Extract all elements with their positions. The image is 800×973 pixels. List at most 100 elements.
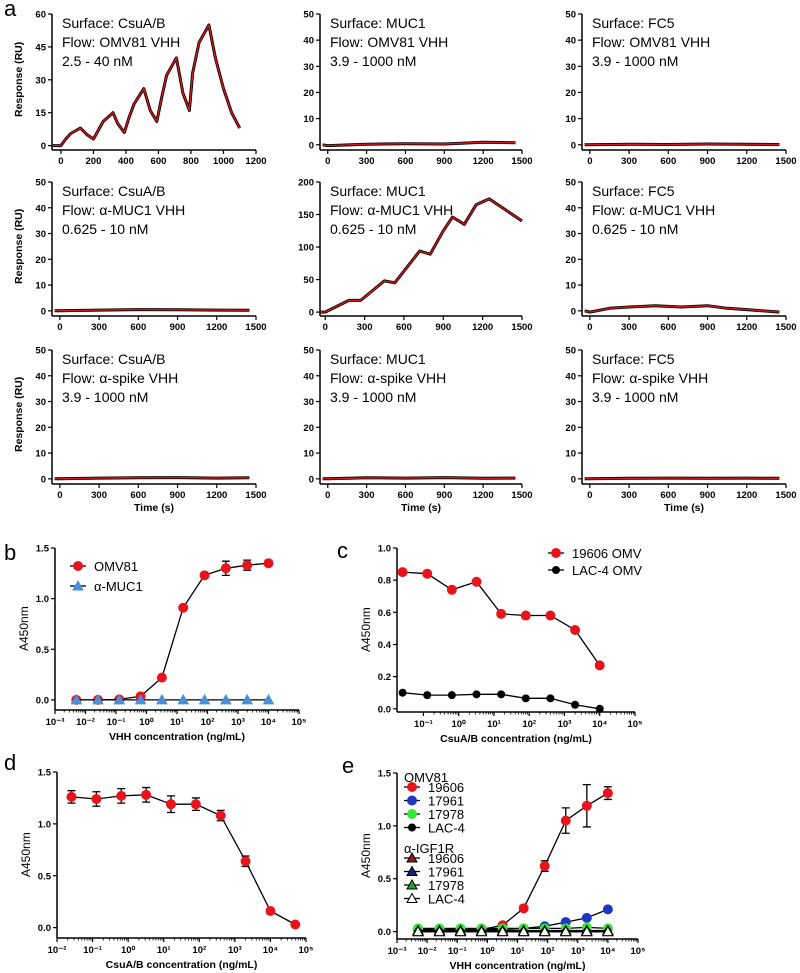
y-tick-label: 10	[303, 449, 314, 460]
x-tick-label: 600	[396, 322, 412, 333]
legend-group-title: α-IGF1R	[404, 841, 454, 856]
x-tick-label: 1500	[511, 156, 532, 167]
x-tick-label: 10⁻¹	[107, 717, 126, 728]
x-tick-label: 10⁻²	[418, 946, 437, 957]
y-tick-label: 0	[571, 306, 576, 317]
x-tick-label: 10⁻³	[388, 946, 407, 957]
data-point	[220, 563, 231, 574]
x-tick-label: 1500	[775, 156, 796, 167]
y-tick-label: 0.5	[378, 874, 392, 885]
x-tick-label: 10⁴	[261, 717, 277, 728]
data-point	[156, 672, 167, 683]
data-point	[240, 856, 251, 867]
y-axis-label: A450nm	[359, 833, 373, 878]
y-tick-label: 0.5	[38, 871, 52, 882]
legend-marker	[407, 782, 417, 792]
y-tick-label: 0.0	[378, 704, 391, 715]
data-point	[92, 693, 104, 705]
data-point	[446, 584, 457, 595]
data-point	[595, 704, 604, 713]
x-tick-label: 10⁻¹	[83, 945, 102, 956]
data-point	[594, 660, 605, 671]
x-tick-label: 600	[398, 156, 414, 167]
data-point	[242, 560, 253, 571]
x-tick-label: 900	[436, 490, 452, 501]
data-point	[581, 800, 592, 811]
x-tick-label: 1500	[245, 322, 266, 333]
data-point	[177, 693, 190, 705]
data-point	[538, 925, 551, 937]
surface-flow-annotation: Surface: CsuA/B	[62, 183, 166, 199]
y-tick-label: 40	[303, 36, 314, 47]
x-tick-label: 0	[587, 156, 592, 167]
legend-marker	[408, 823, 416, 832]
x-axis-label: Time (s)	[401, 502, 441, 514]
x-tick-label: 10²	[522, 719, 536, 730]
y-tick-label: 20	[565, 423, 576, 434]
x-tick-label: 300	[357, 322, 373, 333]
x-tick-label: 1500	[775, 322, 796, 333]
x-tick-label: 10⁰	[139, 717, 154, 728]
series-α-muc1	[70, 693, 275, 705]
legend-marker	[407, 795, 417, 806]
x-tick-label: 10⁻¹	[448, 946, 467, 957]
y-tick-label: 1.0	[36, 594, 49, 605]
x-tick-label: 1200	[736, 490, 757, 501]
x-tick-label: 600	[660, 490, 676, 501]
sensorgram-fit-line	[54, 308, 250, 312]
x-axis-label: VHH concentration (ng/mL)	[109, 731, 245, 743]
y-axis-label: Response (RU)	[13, 42, 25, 117]
x-tick-label: 10³	[558, 719, 572, 730]
surface-flow-annotation: Flow: α-MUC1 VHH	[592, 202, 715, 218]
legend: OMV81196061796117978LAC-4α-IGF1R19606179…	[404, 770, 465, 907]
x-tick-label: 0	[325, 490, 330, 501]
x-tick-label: 10²	[192, 945, 206, 956]
sensorgram-fit-line	[584, 143, 780, 146]
data-point	[423, 691, 432, 700]
y-axis-label: A450nm	[359, 607, 373, 652]
x-tick-label: 300	[91, 490, 107, 501]
y-tick-label: 200	[298, 178, 314, 189]
data-point	[559, 925, 572, 937]
data-point	[602, 904, 613, 915]
x-tick-label: 1200	[473, 156, 494, 167]
y-tick-label: 10	[35, 281, 46, 292]
chart-panel-d-11: 0.0 0.5 1.0 1.5 10⁻² 10⁻¹ 10⁰ 10¹ 10² 10³ 10⁴ 10⁵ Cs…	[19, 768, 314, 972]
chart-panel-a-1: 0 10 20 30 40 50 0 300 600 900 1200 1500 Surface: MU…	[303, 10, 532, 168]
data-point	[91, 793, 102, 804]
data-point	[220, 693, 232, 705]
surface-flow-annotation: Flow: OMV81 VHH	[62, 34, 180, 50]
x-tick-label: 10⁵	[630, 946, 645, 957]
x-tick-label: 600	[151, 156, 167, 167]
surface-flow-annotation: Flow: α-spike VHH	[62, 370, 178, 386]
y-tick-label: 0.4	[378, 640, 392, 651]
x-tick-label: 900	[700, 490, 716, 501]
data-point	[70, 693, 83, 705]
series-line	[418, 926, 608, 930]
data-point	[571, 700, 580, 709]
data-point	[581, 912, 592, 923]
data-point	[134, 693, 147, 705]
y-tick-label: 0.0	[38, 923, 51, 934]
x-tick-label: 600	[660, 156, 676, 167]
surface-flow-annotation: 0.625 - 10 nM	[592, 221, 678, 237]
y-tick-label: 40	[303, 371, 314, 382]
x-tick-label: 0	[587, 490, 592, 501]
legend-label: LAC-4 OMV	[572, 563, 642, 578]
x-tick-label: 10⁰	[121, 945, 136, 956]
data-point	[517, 925, 530, 937]
surface-flow-annotation: Flow: OMV81 VHH	[330, 34, 448, 50]
x-tick-label: 900	[700, 156, 716, 167]
y-tick-label: 0	[571, 474, 576, 485]
x-tick-label: 10³	[571, 946, 585, 957]
data-point	[290, 919, 301, 930]
data-point	[190, 799, 201, 810]
y-tick-label: 0.5	[36, 645, 50, 656]
data-point	[198, 693, 211, 705]
x-tick-label: 400	[118, 156, 134, 167]
y-tick-label: 1.0	[378, 821, 391, 832]
y-tick-label: 20	[565, 88, 576, 99]
panel-letter-b: b	[4, 540, 16, 565]
x-tick-label: 1500	[775, 490, 796, 501]
